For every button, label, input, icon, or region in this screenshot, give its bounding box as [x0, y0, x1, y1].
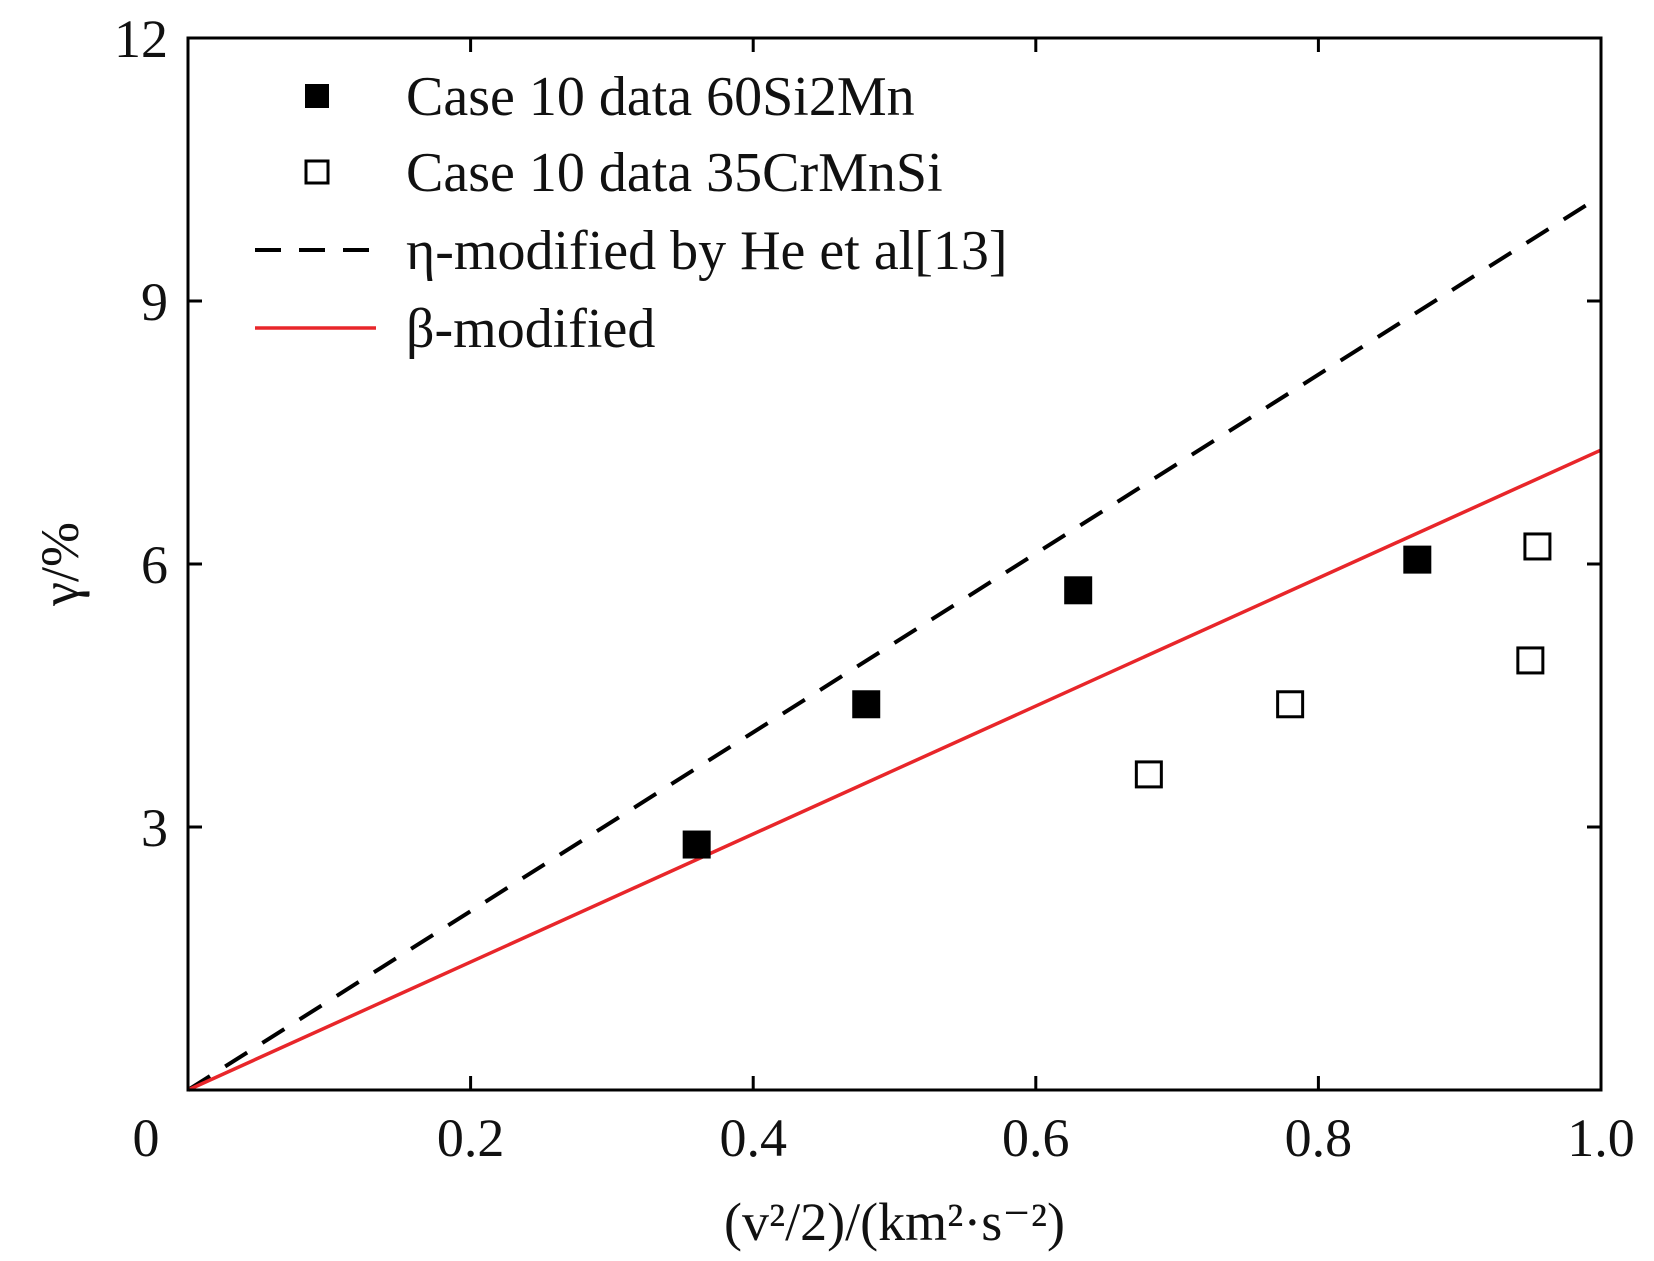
legend-label: η-modified by He et al[13] [406, 220, 1008, 282]
y-axis-label: γ/% [30, 522, 90, 607]
y-tick-label: 9 [141, 272, 168, 332]
legend-filled-square [305, 84, 329, 108]
legend-open-square [304, 159, 330, 185]
data-point-open [1523, 532, 1552, 561]
data-point-open [1134, 760, 1163, 789]
series-line-dashed [186, 194, 1603, 1092]
x-tick-label: 0 [133, 1108, 160, 1168]
data-point-filled [852, 690, 881, 719]
x-tick-label: 0.6 [1002, 1108, 1070, 1168]
data-point-open [1516, 646, 1545, 675]
data-point-filled [682, 830, 711, 859]
series-points [682, 532, 1552, 859]
legend-label: β-modified [406, 298, 655, 360]
data-point-filled [1064, 576, 1093, 605]
data-point-open [1276, 690, 1305, 719]
y-tick-label: 6 [141, 535, 168, 595]
x-tick-label: 0.2 [437, 1108, 505, 1168]
axis-ticks: 0 0.2 0.4 0.6 0.8 1.0 3 6 9 12 [114, 9, 1635, 1168]
x-tick-label: 0.4 [719, 1108, 787, 1168]
legend-label: Case 10 data 60Si2Mn [406, 66, 915, 128]
series-lines [186, 194, 1603, 1092]
x-tick-label: 1.0 [1567, 1108, 1635, 1168]
x-axis-label: (v²/2)/(km²·s⁻²) [724, 1192, 1065, 1252]
y-tick-label: 12 [114, 9, 168, 69]
data-point-filled [1403, 545, 1432, 574]
legend: Case 10 data 60Si2Mn Case 10 data 35CrMnS… [255, 66, 1008, 360]
series-line-solid [187, 448, 1602, 1092]
x-tick-label: 0.8 [1285, 1108, 1353, 1168]
legend-label: Case 10 data 35CrMnSi [406, 142, 943, 204]
y-tick-label: 3 [141, 798, 168, 858]
